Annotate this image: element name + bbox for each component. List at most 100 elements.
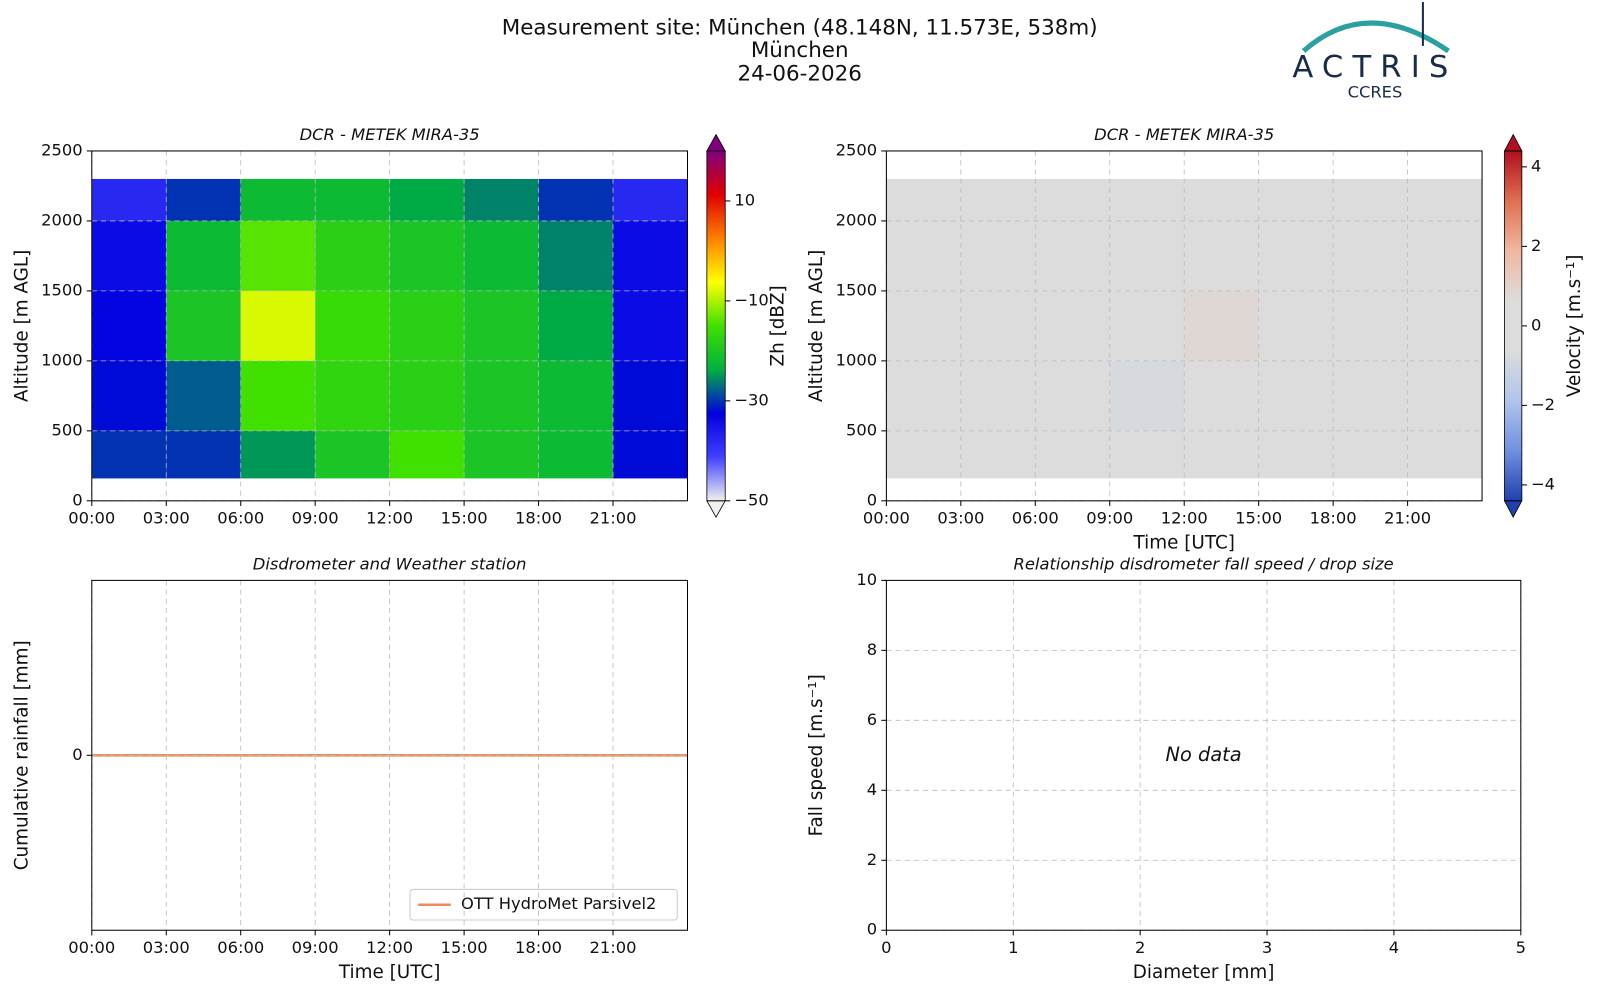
colorbar-body bbox=[1504, 150, 1522, 501]
x-tick-label: 12:00 bbox=[1161, 509, 1208, 528]
x-tick-label: 3 bbox=[1262, 938, 1272, 957]
x-tick-label: 06:00 bbox=[217, 509, 264, 528]
heatmap-cell bbox=[1407, 430, 1483, 479]
colorbar-label: Velocity [m.s⁻¹] bbox=[1564, 255, 1585, 398]
x-tick-label: 21:00 bbox=[590, 509, 637, 528]
heatmap-cell bbox=[91, 220, 167, 291]
heatmap-cell bbox=[538, 178, 614, 221]
heatmap-cell bbox=[613, 178, 688, 221]
colorbar: −50 −30 −10 10 Zh [dBZ] bbox=[706, 133, 788, 518]
x-tick-label: 15:00 bbox=[441, 938, 488, 957]
heatmap-cell bbox=[886, 430, 961, 479]
logo: ACTRIS CCRES bbox=[1292, 2, 1450, 101]
heatmap-cell bbox=[389, 360, 465, 431]
heatmap-cell bbox=[960, 178, 1036, 221]
x-axis-label: Time [UTC] bbox=[338, 962, 441, 983]
heatmap-cell bbox=[389, 220, 465, 291]
colorbar-extend bbox=[706, 500, 726, 518]
heatmap-cell bbox=[1184, 178, 1259, 221]
y-tick-label: 0 bbox=[72, 745, 82, 764]
heatmap-cell bbox=[240, 430, 316, 479]
heatmap-cell bbox=[960, 220, 1036, 291]
y-axis-label: Altitude [m AGL] bbox=[11, 250, 32, 402]
heatmap-cell bbox=[1333, 360, 1408, 431]
heatmap-cell bbox=[538, 430, 614, 479]
y-tick-label: 0 bbox=[867, 920, 877, 939]
x-tick-label: 2 bbox=[1135, 938, 1145, 957]
chart-title: Relationship disdrometer fall speed / dr… bbox=[1014, 555, 1394, 574]
x-tick-label: 00:00 bbox=[863, 509, 910, 528]
heatmap-cell bbox=[91, 360, 167, 431]
date: 24-06-2026 bbox=[737, 61, 861, 86]
chart-title: DCR - METEK MIRA-35 bbox=[1094, 125, 1274, 144]
colorbar-tick-label: 4 bbox=[1531, 156, 1541, 175]
chart-panel: −50 −30 −10 10 Zh [dBZ] 00:00 03:00 06:00 09:00 1… bbox=[11, 125, 788, 528]
x-tick-label: 09:00 bbox=[292, 938, 339, 957]
plot-frame bbox=[91, 579, 688, 931]
heatmap-cell bbox=[613, 360, 688, 431]
heatmap-cell bbox=[91, 430, 167, 479]
heatmap-cell bbox=[886, 220, 961, 291]
legend: OTT HydroMet Parsivel2 bbox=[409, 888, 678, 921]
heatmap-cell bbox=[1407, 220, 1483, 291]
y-tick-label: 2500 bbox=[41, 140, 83, 159]
x-tick-label: 12:00 bbox=[366, 938, 413, 957]
chart-title: Disdrometer and Weather station bbox=[253, 555, 527, 574]
heatmap-cell bbox=[389, 290, 465, 361]
x-tick-label: 5 bbox=[1516, 938, 1526, 957]
chart-panel: No data 0 1 2 3 4 5 0 2 4 6 8 10 Relationship disdrom… bbox=[806, 555, 1526, 984]
x-tick-label: 18:00 bbox=[1310, 509, 1357, 528]
plot-area bbox=[91, 178, 688, 479]
y-tick-label: 1000 bbox=[836, 350, 878, 369]
y-tick-label: 2000 bbox=[836, 210, 878, 229]
heatmap-cell bbox=[1258, 290, 1334, 361]
heatmap-cell bbox=[538, 220, 614, 291]
heatmap-cell bbox=[166, 290, 241, 361]
y-tick-label: 8 bbox=[867, 640, 877, 659]
heatmap-cell bbox=[613, 430, 688, 479]
colorbar-extend bbox=[1503, 500, 1523, 519]
colorbar-tick-label: −10 bbox=[734, 290, 768, 309]
x-tick-label: 0 bbox=[881, 938, 891, 957]
colorbar: −4 −2 0 2 4 Velocity [m.s⁻¹] bbox=[1503, 133, 1585, 519]
heatmap-cell bbox=[315, 178, 390, 221]
x-tick-label: 12:00 bbox=[366, 509, 413, 528]
x-tick-label: 06:00 bbox=[217, 938, 264, 957]
x-tick-label: 15:00 bbox=[441, 509, 488, 528]
heatmap-cell bbox=[240, 178, 316, 221]
heatmap-cell bbox=[1407, 178, 1483, 221]
x-tick-label: 09:00 bbox=[1086, 509, 1133, 528]
heatmap-cell bbox=[464, 360, 539, 431]
y-tick-label: 1500 bbox=[41, 280, 83, 299]
heatmap-cell bbox=[91, 178, 167, 221]
x-axis-label: Time [UTC] bbox=[1132, 533, 1235, 554]
heatmap-cell bbox=[886, 290, 961, 361]
heatmap-cell bbox=[1333, 220, 1408, 291]
colorbar-tick-label: −4 bbox=[1531, 474, 1555, 493]
heatmap-cell bbox=[464, 430, 539, 479]
heatmap-cell bbox=[1333, 430, 1408, 479]
heatmap-cell bbox=[464, 220, 539, 291]
heatmap-cell bbox=[166, 360, 241, 431]
heatmap-cell bbox=[315, 430, 390, 479]
legend-box bbox=[409, 888, 678, 921]
heatmap-cell bbox=[315, 290, 390, 361]
colorbar-extend bbox=[706, 133, 726, 152]
x-tick-label: 4 bbox=[1389, 938, 1399, 957]
x-tick-label: 00:00 bbox=[68, 509, 115, 528]
heatmap-cell bbox=[1258, 220, 1334, 291]
y-tick-label: 2000 bbox=[41, 210, 83, 229]
heatmap-cell bbox=[166, 178, 241, 221]
colorbar-label: Zh [dBZ] bbox=[767, 285, 788, 366]
x-tick-label: 21:00 bbox=[1384, 509, 1431, 528]
y-axis-label: Altitude [m AGL] bbox=[806, 250, 827, 402]
heatmap-cell bbox=[315, 360, 390, 431]
heatmap-cell bbox=[464, 290, 539, 361]
site-name: München bbox=[751, 38, 849, 63]
chart-panel: OTT HydroMet Parsivel2 00:00 03:00 06:00 09:… bbox=[11, 555, 688, 983]
y-tick-label: 2500 bbox=[836, 140, 878, 159]
x-tick-label: 18:00 bbox=[515, 938, 562, 957]
y-tick-label: 1500 bbox=[836, 280, 878, 299]
logo-subtitle: CCRES bbox=[1348, 82, 1403, 101]
y-tick-label: 0 bbox=[867, 490, 877, 509]
